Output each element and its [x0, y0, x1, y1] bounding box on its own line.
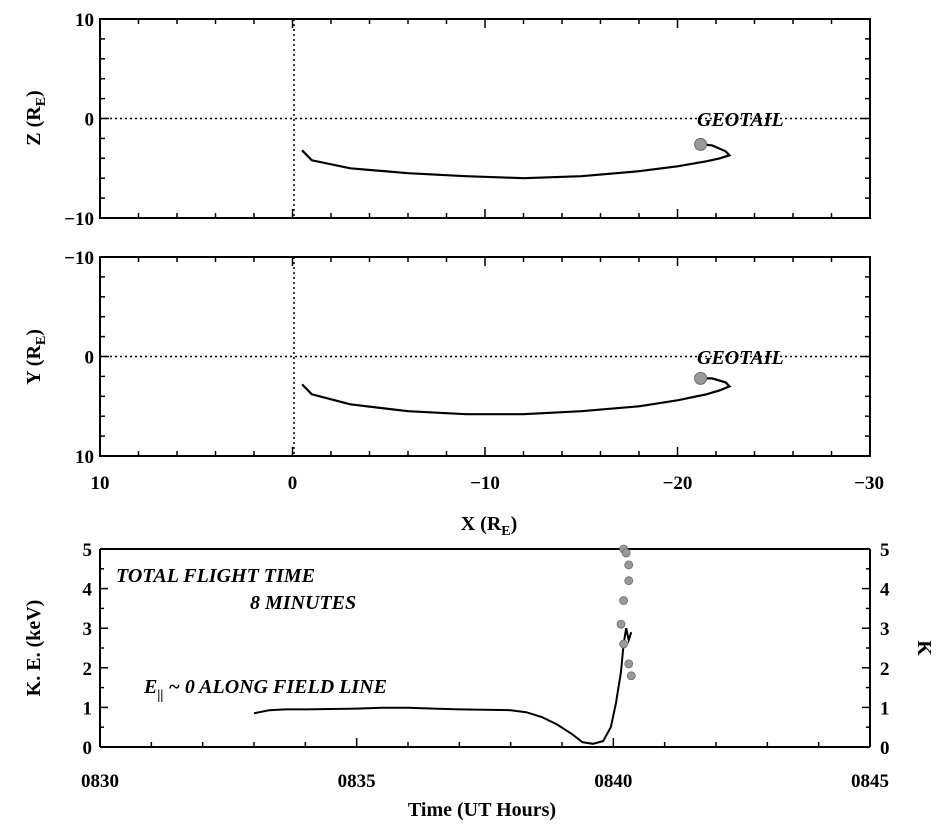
y-tick-labels-right-ke: 0 1 2 3 4 5: [880, 540, 890, 759]
y-axis-label-right-ke: K: [913, 640, 935, 656]
y-tick-labels-y: −10 0 10: [64, 248, 94, 468]
y-tick-label: 10: [75, 447, 94, 468]
pitch-angle-marker: [624, 576, 634, 586]
y-tick-label-ke: 5: [83, 540, 93, 561]
pitch-angle-marker: [616, 619, 626, 629]
panel-y-position: −10 0 10 10 0 −10 −20 −30 GEOTAIL Y (RE) X (RE…: [23, 248, 884, 539]
pitch-angle-marker: [619, 639, 628, 649]
x-tick-label: −20: [663, 473, 693, 494]
pitch-angle-marker: [621, 548, 631, 558]
y-ticks-ke: [100, 548, 870, 748]
annotation-8-minutes: 8 MINUTES: [250, 592, 356, 614]
pitch-angle-marker: [619, 596, 628, 605]
y-tick-label-ke: 0: [83, 738, 93, 759]
x-tick-label: −10: [470, 473, 500, 494]
y-tick-label-right-ke: 0: [880, 738, 890, 759]
y-tick-label-ke: 2: [83, 659, 93, 680]
x-tick-label: 0: [288, 473, 298, 494]
x-axis-label-ke: Time (UT Hours): [408, 799, 556, 821]
annotation-geotail-z: GEOTAIL: [697, 109, 784, 131]
y-tick-label-right-ke: 4: [880, 580, 890, 601]
y-axis-label-y: Y (RE): [23, 329, 49, 385]
x-ticks-ke: [99, 738, 871, 747]
y-tick-label-right-ke: 1: [880, 698, 890, 719]
x-tick-label: 10: [91, 473, 110, 494]
x-ticks-z: [99, 19, 871, 218]
y-axis-label-ke: K. E. (keV): [23, 600, 45, 697]
x-tick-labels-y: 10 0 −10 −20 −30: [91, 473, 885, 494]
x-tick-label-ke: 0845: [851, 771, 889, 792]
y-tick-label: 0: [85, 348, 95, 369]
x-tick-label: −30: [854, 473, 884, 494]
y-tick-label-right-ke: 2: [880, 659, 890, 680]
trajectory-line-y: [301, 377, 732, 416]
x-ticks-y: [99, 257, 871, 456]
annotation-e-parallel: E|| ~ 0 ALONG FIELD LINE: [143, 676, 387, 703]
x-tick-label-ke: 0840: [594, 771, 632, 792]
y-tick-labels-ke: 0 1 2 3 4 5: [83, 540, 93, 759]
y-tick-label-ke: 3: [83, 619, 93, 640]
spacecraft-marker-y: [694, 371, 708, 385]
trajectory-line-z: [301, 143, 732, 180]
x-tick-label-ke: 0835: [338, 771, 376, 792]
y-axis-label-z: Z (RE): [23, 90, 49, 145]
spacecraft-marker-z: [694, 137, 708, 151]
x-axis-label: X (RE): [461, 513, 518, 539]
y-tick-label-right-ke: 5: [880, 540, 890, 561]
y-tick-label-right-ke: 3: [880, 619, 890, 640]
annotation-geotail-y: GEOTAIL: [697, 347, 784, 369]
y-tick-label: 10: [75, 10, 94, 31]
y-tick-label-ke: 1: [83, 698, 93, 719]
x-tick-label-ke: 0830: [81, 771, 119, 792]
annotation-total-flight-time: TOTAL FLIGHT TIME: [116, 565, 315, 587]
y-tick-label: 0: [85, 110, 95, 131]
y-ticks-z: [100, 18, 870, 219]
kinetic-energy-line: [253, 627, 633, 745]
pitch-angle-markers: [616, 544, 636, 681]
y-tick-labels-z: 10 0 −10: [64, 10, 94, 230]
y-tick-label: −10: [64, 209, 94, 230]
y-ticks-y: [100, 256, 870, 457]
pitch-angle-marker: [624, 560, 634, 570]
pitch-angle-marker: [626, 671, 636, 681]
y-tick-label-ke: 4: [83, 580, 93, 601]
y-tick-label: −10: [64, 248, 94, 269]
panel-z-position: 10 0 −10 GEOTAIL Z (RE): [23, 10, 871, 230]
panel-kinetic-energy: 0 1 2 3 4 5 0 1 2 3 4 5 0830 0835 0840 0845 TOTAL FLI…: [23, 540, 935, 821]
x-tick-labels-ke: 0830 0835 0840 0845: [81, 771, 889, 792]
pitch-angle-marker: [624, 659, 634, 669]
